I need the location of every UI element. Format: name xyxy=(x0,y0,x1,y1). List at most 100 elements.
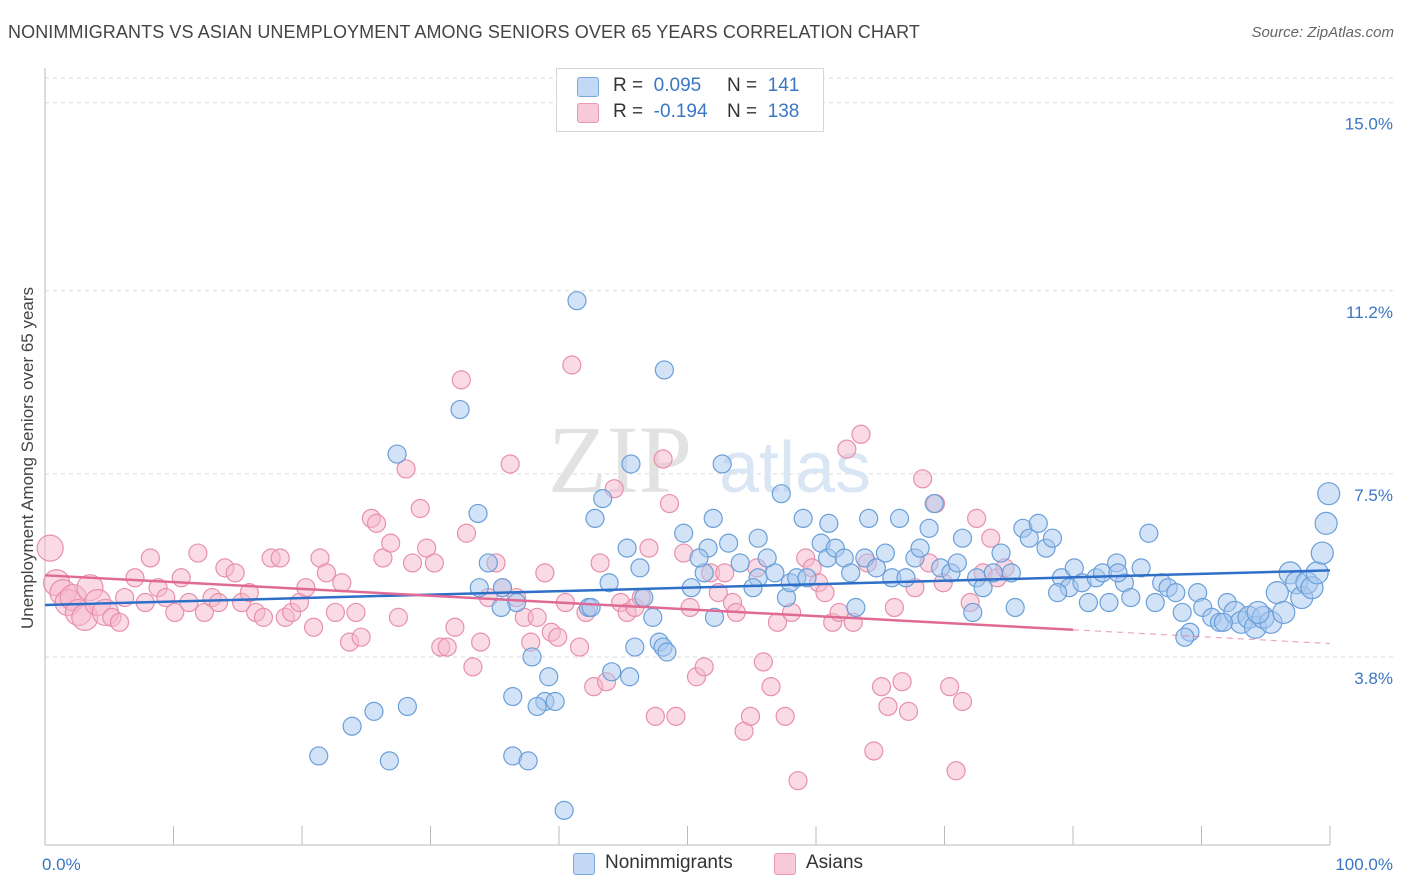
nonimmigrants-point xyxy=(602,662,622,682)
asians-point xyxy=(753,652,773,672)
asians-point xyxy=(188,543,208,563)
asians-point xyxy=(125,568,145,588)
asians-point xyxy=(36,534,64,562)
asians-point xyxy=(527,607,547,627)
asians-point xyxy=(351,627,371,647)
nonimmigrants-point xyxy=(585,508,605,529)
asians-point xyxy=(815,583,835,603)
asians-point xyxy=(270,548,290,568)
y-tick-label: 15.0% xyxy=(1345,115,1393,134)
asians-point xyxy=(373,548,393,568)
chart-title: NONIMMIGRANTS VS ASIAN UNEMPLOYMENT AMON… xyxy=(8,22,920,42)
asians-point xyxy=(775,706,795,726)
asians-point xyxy=(303,617,324,637)
asians-point xyxy=(500,454,520,474)
nonimmigrants-point xyxy=(689,548,709,568)
nonimmigrants-point xyxy=(1108,563,1128,583)
asians-point xyxy=(346,602,366,623)
nonimmigrants-point xyxy=(567,291,587,311)
trend-lines xyxy=(44,569,1331,645)
nonimmigrants-point xyxy=(554,800,574,820)
asians-point xyxy=(590,553,610,573)
nonimmigrants-point xyxy=(719,533,739,553)
x-tick-label: 0.0% xyxy=(42,855,81,874)
nonimmigrants-point xyxy=(1019,528,1039,548)
nonimmigrants-point xyxy=(309,746,329,766)
legend-label-asians: Asians xyxy=(806,852,864,873)
nonimmigrants-point xyxy=(859,508,879,529)
nonimmigrants-point xyxy=(1265,581,1289,605)
nonimmigrants-point xyxy=(952,528,973,548)
asians-point xyxy=(456,523,477,543)
nonimmigrants-point xyxy=(730,553,750,573)
asians-point xyxy=(715,563,735,583)
nonimmigrants-point xyxy=(919,518,939,538)
legend-swatch-pink xyxy=(577,103,599,123)
legend-swatch-pink xyxy=(774,853,796,875)
nonimmigrants-point xyxy=(654,360,674,380)
legend-swatch-blue xyxy=(577,77,599,97)
nonimmigrants-point xyxy=(545,691,565,712)
asians-point xyxy=(396,459,416,479)
asians-point xyxy=(445,617,465,637)
asians-trend-line xyxy=(44,574,1074,631)
nonimmigrants-point xyxy=(643,607,663,627)
nonimmigrants-point xyxy=(819,513,839,533)
nonimmigrants-point xyxy=(793,508,813,529)
asians-point xyxy=(898,701,919,721)
nonimmigrants-point xyxy=(1028,513,1048,533)
asians-point xyxy=(381,533,401,553)
legend-n-value: 141 xyxy=(767,75,800,96)
nonimmigrants-point xyxy=(1042,528,1063,548)
nonimmigrants-point xyxy=(387,444,407,464)
axes xyxy=(44,68,1331,846)
legend-label-nonimmigrants: Nonimmigrants xyxy=(605,852,733,873)
asians-point xyxy=(913,469,933,489)
asians-point xyxy=(761,677,781,697)
nonimmigrants-point xyxy=(743,578,763,598)
legend-n-value: 138 xyxy=(767,101,800,122)
asians-point xyxy=(639,538,659,558)
legend-r-label: R = xyxy=(613,101,644,122)
nonimmigrants-point xyxy=(1310,541,1334,565)
nonimmigrants-point xyxy=(963,602,983,623)
asians-point xyxy=(109,612,130,632)
asians-point xyxy=(451,370,471,390)
nonimmigrants-point xyxy=(468,503,488,524)
nonimmigrants-point xyxy=(342,716,362,736)
nonimmigrants-point xyxy=(748,528,768,548)
asians-point xyxy=(940,677,960,697)
nonimmigrants-point xyxy=(364,701,384,721)
asians-point xyxy=(871,677,892,697)
asians-point xyxy=(680,597,700,618)
asians-point xyxy=(437,637,457,657)
nonimmigrants-point xyxy=(599,573,619,593)
nonimmigrants-point xyxy=(581,597,601,618)
x-tick-label: 100.0% xyxy=(1335,855,1393,874)
asians-point xyxy=(837,439,857,459)
nonimmigrants-point xyxy=(478,553,498,573)
nonimmigrants-point xyxy=(634,587,654,608)
asians-point xyxy=(535,563,555,583)
nonimmigrants-point xyxy=(630,558,650,578)
asians-point xyxy=(471,632,491,652)
legend-bottom: Nonimmigrants Asians xyxy=(0,852,1406,878)
nonimmigrants-point xyxy=(1078,592,1099,613)
nonimmigrants-point xyxy=(617,538,637,558)
nonimmigrants-point xyxy=(593,489,613,509)
nonimmigrants-point xyxy=(924,493,944,514)
nonimmigrants-point xyxy=(522,647,542,667)
nonimmigrants-point xyxy=(712,454,732,474)
y-tick-label: 11.2% xyxy=(1346,303,1393,322)
nonimmigrants-point xyxy=(1172,602,1192,623)
y-tick-label: 7.5% xyxy=(1354,486,1393,505)
asians-trend-extension xyxy=(1072,629,1331,645)
nonimmigrants-point xyxy=(1145,592,1165,613)
asians-point xyxy=(548,627,568,647)
nonimmigrants-point xyxy=(620,667,640,687)
nonimmigrants-point xyxy=(491,597,511,618)
nonimmigrants-point xyxy=(1305,561,1329,585)
legend-n-label: N = xyxy=(727,101,758,122)
nonimmigrants-point xyxy=(397,696,417,717)
